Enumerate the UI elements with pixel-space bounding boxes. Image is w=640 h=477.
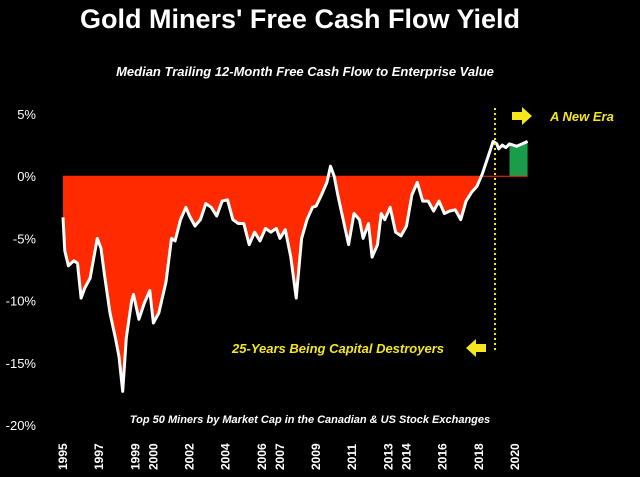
- x-tick-label: 2006: [255, 443, 269, 470]
- chart-title: Gold Miners' Free Cash Flow Yield: [79, 4, 520, 34]
- y-tick-label: -5%: [13, 231, 37, 246]
- positive-area: [509, 141, 528, 177]
- y-tick-label: 0%: [17, 169, 36, 184]
- new-era-label: A New Era: [549, 109, 614, 124]
- x-axis-ticks: 1995 1997 1999 2000 2002 2004 2006 2007 2009 2011…: [56, 443, 522, 470]
- y-axis-ticks: 5% 0% -5% -10% -15% -20%: [6, 107, 37, 433]
- capital-destroyers-label: 25-Years Being Capital Destroyers: [231, 341, 444, 356]
- x-tick-label: 2009: [309, 443, 323, 470]
- x-tick-label: 2016: [436, 443, 450, 470]
- y-tick-label: -10%: [6, 294, 37, 309]
- arrow-right-icon: [512, 107, 532, 125]
- x-tick-label: 2000: [146, 443, 160, 470]
- x-tick-label: 2007: [273, 443, 287, 470]
- fcf-yield-line: [61, 139, 529, 393]
- x-tick-label: 1997: [92, 443, 106, 470]
- y-tick-label: -20%: [6, 418, 37, 433]
- arrow-left-icon: [466, 339, 486, 357]
- x-tick-label: 2013: [381, 443, 395, 470]
- x-tick-label: 1995: [56, 443, 70, 470]
- chart-subtitle: Median Trailing 12-Month Free Cash Flow …: [116, 64, 494, 79]
- x-tick-label: 2002: [183, 443, 197, 470]
- chart-areas: [63, 141, 528, 392]
- x-tick-label: 2011: [345, 444, 359, 470]
- y-tick-label: -15%: [6, 356, 37, 371]
- x-tick-label: 1999: [128, 443, 142, 470]
- x-tick-label: 2018: [472, 443, 486, 470]
- x-tick-label: 2004: [219, 443, 233, 470]
- x-tick-label: 2014: [399, 443, 413, 470]
- footnote: Top 50 Miners by Market Cap in the Canad…: [130, 414, 490, 426]
- negative-area: [63, 176, 497, 392]
- x-tick-label: 2020: [508, 443, 522, 470]
- chart-annotations: A New Era 25-Years Being Capital Destroye…: [130, 107, 614, 426]
- chart-lines: [61, 139, 529, 393]
- y-tick-label: 5%: [17, 107, 36, 122]
